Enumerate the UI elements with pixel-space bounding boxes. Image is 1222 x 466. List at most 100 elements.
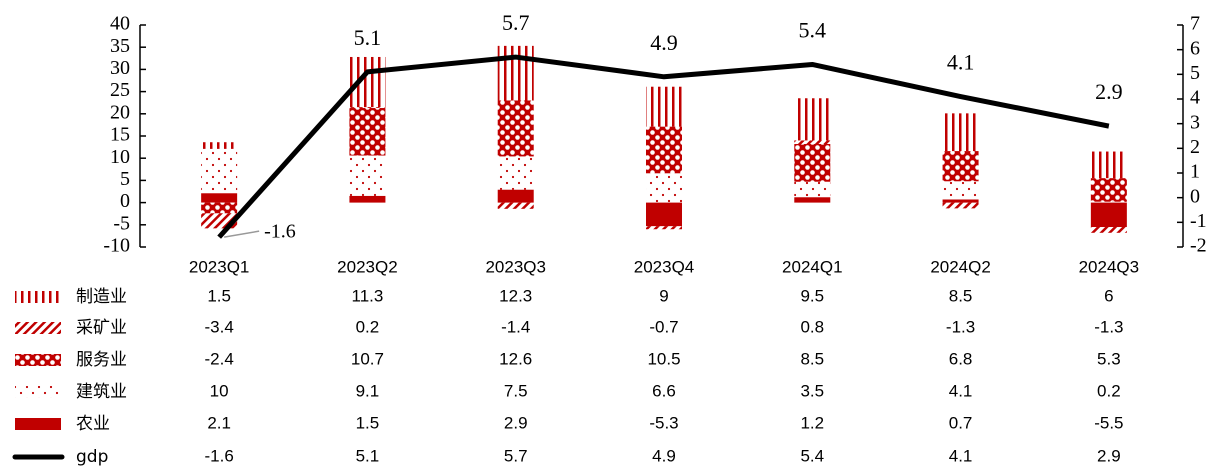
bar-segment (646, 173, 682, 203)
bar-segment (646, 86, 682, 127)
bar-segment (1090, 151, 1127, 179)
table-cell: 3.5 (800, 381, 824, 400)
bar-segment (646, 202, 682, 227)
bar-segment (942, 151, 979, 182)
table-cell: -1.6 (204, 446, 233, 465)
legend-swatch (15, 418, 61, 430)
table-cell: 4.1 (949, 381, 973, 400)
leader-line (224, 230, 260, 238)
bar-segment (794, 181, 831, 198)
bar-segment (349, 108, 386, 156)
y-tick-label: 0 (120, 190, 130, 212)
gdp-line (217, 54, 1110, 239)
bar-segment (794, 197, 831, 203)
legend-label: gdp (76, 447, 108, 466)
y2-tick-label: 5 (1190, 62, 1200, 84)
table-cell: 10.5 (647, 349, 680, 368)
data-label: 5.7 (502, 10, 530, 35)
bar-segment (497, 189, 534, 203)
bar-segment (349, 155, 386, 196)
bar-segment (942, 199, 979, 203)
table-cell: 4.1 (949, 446, 973, 465)
table-cell: 9.5 (800, 286, 824, 305)
legend-swatch (15, 291, 61, 303)
y-tick-label: -5 (113, 212, 130, 234)
y2-tick-label: -1 (1190, 210, 1207, 232)
table-cell: 1.5 (356, 413, 380, 432)
y2-tick-label: 4 (1190, 87, 1200, 109)
legend-swatch (15, 322, 61, 334)
table-cell: 0.2 (356, 317, 380, 336)
table-cell: 8.5 (949, 286, 973, 305)
table-cell: 1.5 (207, 286, 231, 305)
bar-segment (497, 156, 534, 190)
bar-segment (1090, 201, 1127, 203)
bar-segment (646, 126, 682, 174)
bar-segment (349, 195, 386, 203)
table-cell: -2.4 (204, 349, 233, 368)
table-cell: -5.5 (1094, 413, 1123, 432)
bar-segment (201, 148, 238, 194)
x-tick-label: 2023Q2 (337, 257, 398, 276)
table-cell: 7.5 (504, 381, 528, 400)
table-cell: 0.2 (1097, 381, 1121, 400)
data-label: 4.9 (650, 30, 678, 55)
table-cell: -1.3 (946, 317, 975, 336)
table-cell: 5.4 (800, 446, 824, 465)
legend-label: 建筑业 (76, 382, 127, 402)
table-cell: 2.9 (504, 413, 528, 432)
y2-tick-label: 2 (1190, 136, 1200, 158)
bar-segment (794, 98, 831, 141)
y2-tick-label: 7 (1190, 13, 1200, 35)
bar-segment (1090, 227, 1127, 233)
table-cell: 12.6 (499, 349, 532, 368)
table-cell: 12.3 (499, 286, 532, 305)
bar-segment (201, 202, 238, 214)
bar-segment (794, 140, 831, 144)
table-cell: 6.8 (949, 349, 973, 368)
x-tick-label: 2024Q1 (782, 257, 843, 276)
table-cell: 2.1 (207, 413, 231, 432)
bar-segment (942, 113, 979, 152)
legend-label: 制造业 (76, 287, 127, 307)
x-tick-label: 2024Q2 (930, 257, 991, 276)
table-cell: 6.6 (652, 381, 676, 400)
table-cell: 6 (1104, 286, 1113, 305)
x-tick-label: 2024Q3 (1079, 257, 1140, 276)
bar-segment (497, 202, 534, 209)
y2-tick-label: 0 (1190, 185, 1200, 207)
table-cell: -5.3 (649, 413, 678, 432)
data-label: -1.6 (264, 221, 296, 243)
bar-segment (349, 56, 386, 108)
table-cell: 5.3 (1097, 349, 1121, 368)
table-cell: 9 (659, 286, 668, 305)
legend-swatch (15, 386, 61, 398)
bar-segment (497, 100, 534, 157)
legend-label: 农业 (76, 414, 110, 434)
x-tick-label: 2023Q1 (189, 257, 250, 276)
table-cell: -0.7 (649, 317, 678, 336)
y-tick-label: 35 (110, 35, 130, 57)
data-label: 4.1 (947, 50, 975, 75)
y-tick-label: 20 (110, 101, 130, 123)
data-label: 2.9 (1095, 79, 1123, 104)
data-label: 5.4 (799, 18, 827, 43)
table-cell: -3.4 (204, 317, 233, 336)
table-cell: 0.7 (949, 413, 973, 432)
x-tick-label: 2023Q3 (485, 257, 546, 276)
y2-tick-label: -2 (1190, 235, 1207, 257)
bar-segment (349, 107, 386, 109)
bar-segment (794, 143, 831, 182)
bar-segment (942, 202, 979, 209)
table-cell: 8.5 (800, 349, 824, 368)
table-cell: 0.8 (800, 317, 824, 336)
table-cell: 9.1 (356, 381, 380, 400)
bar-segment (497, 45, 534, 101)
table-cell: 5.7 (504, 446, 528, 465)
bar-segment (646, 226, 682, 230)
y2-tick-label: 3 (1190, 111, 1200, 133)
y-tick-label: 30 (110, 57, 130, 79)
table-cell: 10.7 (351, 349, 384, 368)
bar-segment (942, 181, 979, 200)
